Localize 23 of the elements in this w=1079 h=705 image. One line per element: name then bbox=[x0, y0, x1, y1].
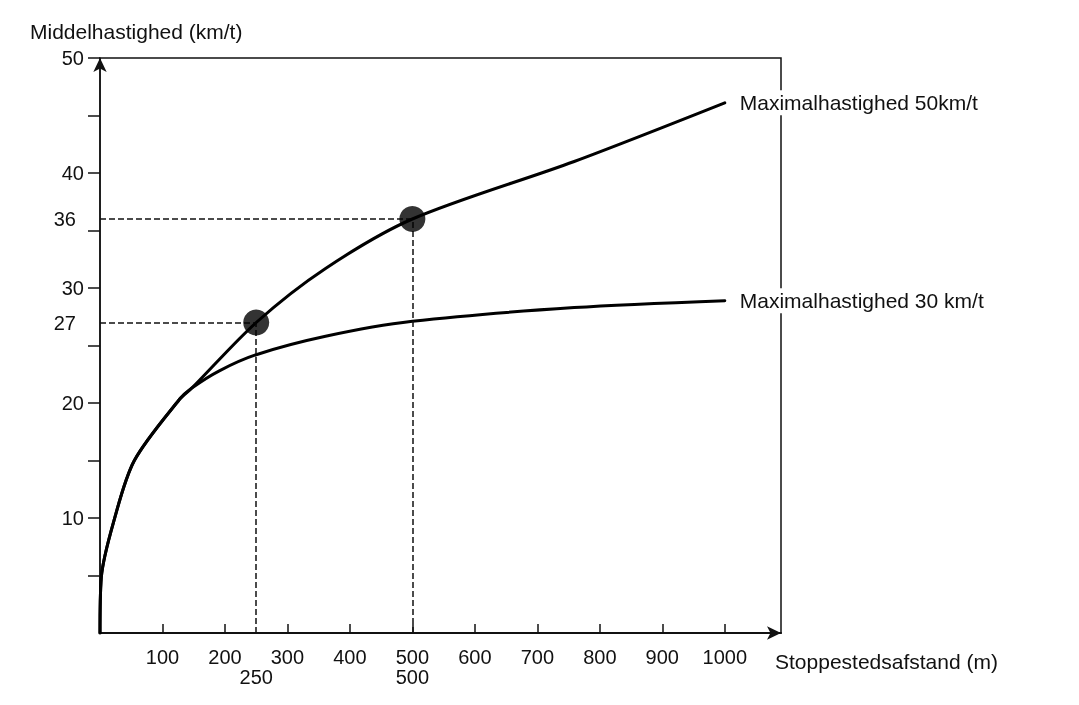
y-tick-label: 10 bbox=[61, 507, 84, 529]
series-label: Maximalhastighed 30 km/t bbox=[739, 289, 984, 313]
x-tick-label: 100 bbox=[145, 646, 180, 668]
x-tick-label: 200 bbox=[208, 646, 242, 668]
ref-line-label: 500 bbox=[395, 666, 430, 688]
y-tick-label: 30 bbox=[61, 277, 84, 299]
x-axis-title: Stoppestedsafstand (m) bbox=[775, 650, 998, 673]
x-tick-label: 400 bbox=[333, 646, 367, 668]
x-tick-label: 500 bbox=[395, 646, 430, 668]
x-tick-label: 900 bbox=[645, 646, 679, 668]
ref-line-label: 36 bbox=[53, 208, 76, 230]
y-axis-title: Middelhastighed (km/t) bbox=[30, 20, 243, 43]
y-tick-label: 20 bbox=[61, 392, 84, 414]
series-label: Maximalhastighed 50km/t bbox=[739, 91, 979, 115]
ref-line-label: 250 bbox=[239, 666, 273, 688]
x-tick-label: 700 bbox=[520, 646, 555, 668]
x-tick-label: 600 bbox=[458, 646, 492, 668]
x-tick-label: 800 bbox=[583, 646, 617, 668]
y-tick-label: 50 bbox=[61, 47, 84, 69]
y-tick-label: 40 bbox=[61, 162, 84, 184]
x-tick-label: 1000 bbox=[702, 646, 748, 668]
ref-line-label: 27 bbox=[53, 311, 76, 334]
x-tick-label: 300 bbox=[270, 646, 305, 668]
